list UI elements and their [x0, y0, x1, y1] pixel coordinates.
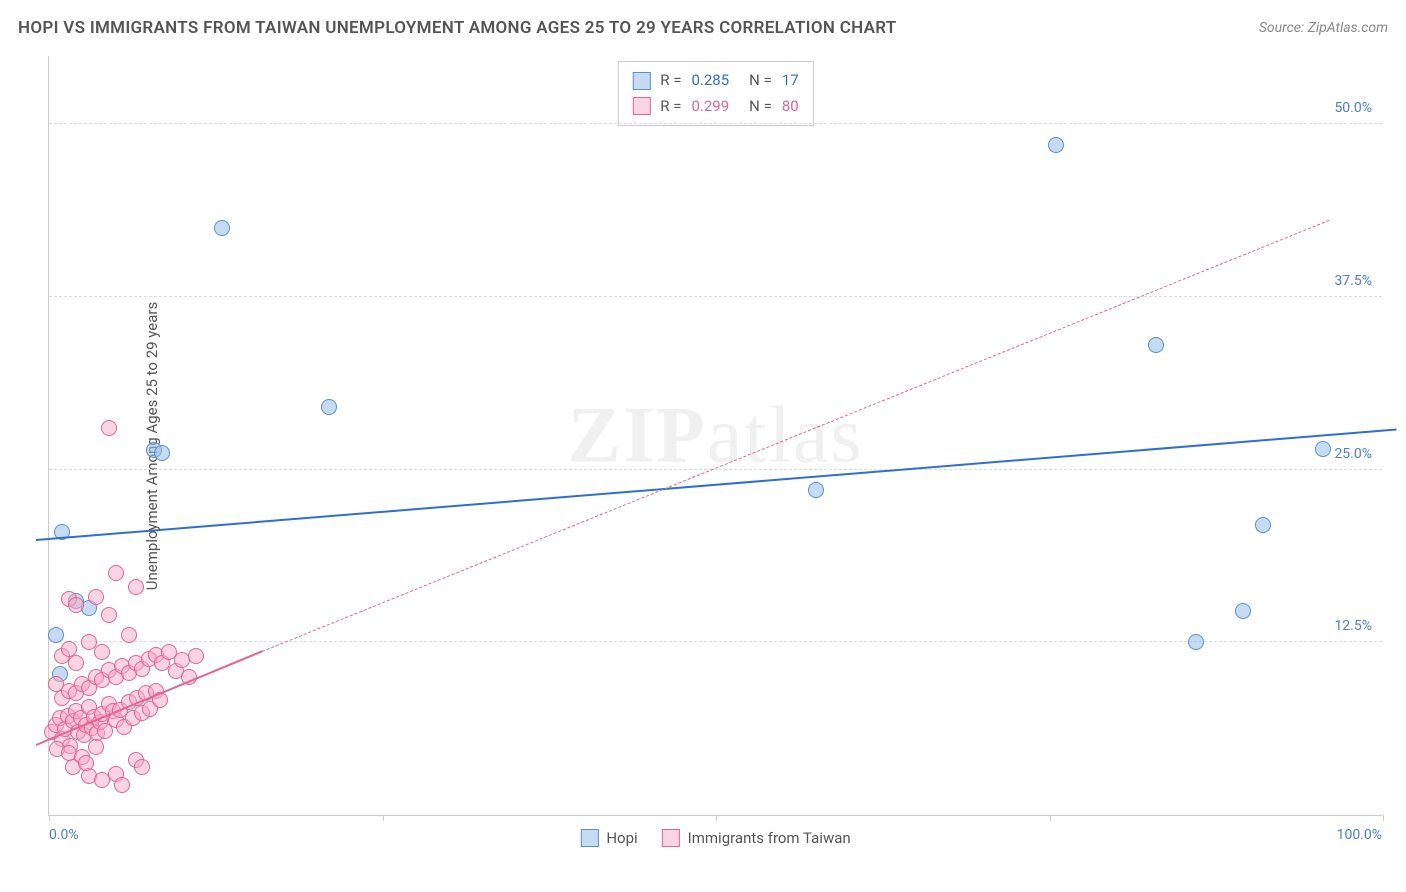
data-point	[101, 607, 117, 623]
x-tick	[1383, 815, 1384, 821]
data-point	[321, 399, 337, 415]
data-point	[128, 579, 144, 595]
r-value-hopi: 0.285	[691, 68, 729, 94]
gridline	[49, 641, 1382, 642]
data-point	[68, 597, 84, 613]
data-point	[808, 482, 824, 498]
y-tick-label: 37.5%	[1334, 273, 1372, 289]
data-point	[94, 644, 110, 660]
data-point	[48, 627, 64, 643]
data-point	[214, 220, 230, 236]
data-point	[1048, 137, 1064, 153]
swatch-taiwan-icon	[662, 829, 680, 847]
x-tick	[1050, 815, 1051, 821]
x-tick-label: 100.0%	[1337, 827, 1382, 843]
trend-line	[36, 429, 1397, 542]
n-value-taiwan: 80	[782, 94, 799, 120]
data-point	[134, 759, 150, 775]
y-tick-label: 25.0%	[1334, 446, 1372, 462]
gridline	[49, 123, 1382, 124]
series-legend: Hopi Immigrants from Taiwan	[580, 829, 850, 847]
gridline	[49, 296, 1382, 297]
data-point	[108, 565, 124, 581]
x-tick	[383, 815, 384, 821]
data-point	[88, 739, 104, 755]
x-tick	[49, 815, 50, 821]
data-point	[88, 589, 104, 605]
swatch-hopi-icon	[580, 829, 598, 847]
x-tick	[716, 815, 717, 821]
data-point	[101, 420, 117, 436]
data-point	[188, 648, 204, 664]
legend-row-hopi: R = 0.285 N = 17	[632, 68, 798, 94]
data-point	[1235, 603, 1251, 619]
y-tick-label: 50.0%	[1334, 100, 1372, 116]
legend-item-hopi: Hopi	[580, 829, 637, 847]
x-tick-label: 0.0%	[49, 827, 79, 843]
data-point	[114, 777, 130, 793]
n-value-hopi: 17	[782, 68, 799, 94]
data-point	[1188, 634, 1204, 650]
data-point	[1148, 337, 1164, 353]
data-point	[154, 445, 170, 461]
swatch-taiwan	[632, 97, 650, 115]
data-point	[1315, 441, 1331, 457]
chart-title: HOPI VS IMMIGRANTS FROM TAIWAN UNEMPLOYM…	[18, 18, 897, 38]
data-point	[1255, 517, 1271, 533]
data-point	[78, 755, 94, 771]
data-point	[48, 676, 64, 692]
data-point	[68, 655, 84, 671]
source-label: Source: ZipAtlas.com	[1259, 20, 1388, 36]
trend-line	[262, 220, 1330, 652]
chart-plot-area: ZIPatlas R = 0.285 N = 17 R = 0.299 N = …	[48, 56, 1382, 816]
y-tick-label: 12.5%	[1334, 618, 1372, 634]
stats-legend: R = 0.285 N = 17 R = 0.299 N = 80	[617, 61, 813, 126]
data-point	[121, 627, 137, 643]
legend-row-taiwan: R = 0.299 N = 80	[632, 94, 798, 120]
r-value-taiwan: 0.299	[691, 94, 729, 120]
swatch-hopi	[632, 72, 650, 90]
legend-item-taiwan: Immigrants from Taiwan	[662, 829, 851, 847]
